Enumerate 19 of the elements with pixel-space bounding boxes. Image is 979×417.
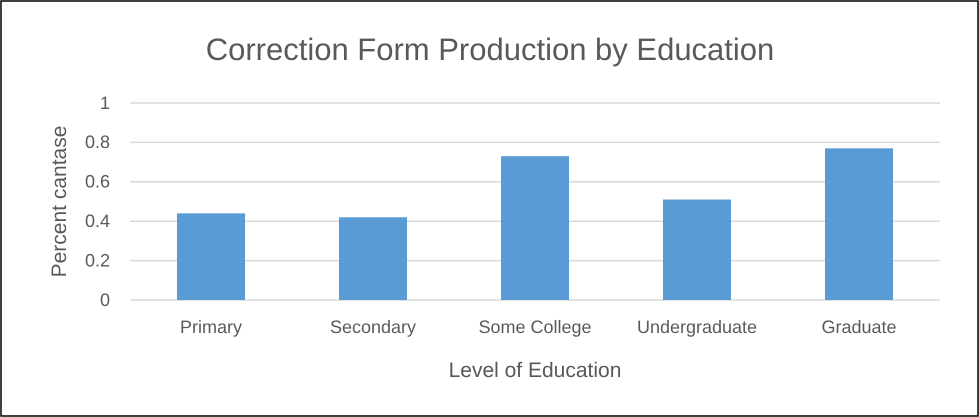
y-tick-label: 0.8 xyxy=(84,132,110,152)
chart-title: Correction Form Production by Education xyxy=(206,32,774,67)
y-tick-label: 0.4 xyxy=(84,210,110,231)
y-tick-label: 0 xyxy=(100,290,110,310)
bar xyxy=(824,148,894,300)
x-axis-title: Level of Education xyxy=(448,359,622,382)
x-tick-label: Some College xyxy=(478,316,592,337)
y-tick-label: 0.2 xyxy=(84,250,110,270)
bar xyxy=(500,156,570,300)
bar xyxy=(662,200,732,300)
y-axis-title: Percent cantase xyxy=(48,126,71,278)
x-tick-label: Undergraduate xyxy=(636,316,758,337)
x-tick-label: Graduate xyxy=(821,316,897,337)
y-tick-label: 1 xyxy=(100,92,110,113)
bar xyxy=(338,217,408,300)
y-tick-label: 0.6 xyxy=(84,172,110,192)
bar xyxy=(176,213,246,300)
x-tick-label: Secondary xyxy=(330,316,416,337)
x-tick-label: Primary xyxy=(180,316,242,337)
